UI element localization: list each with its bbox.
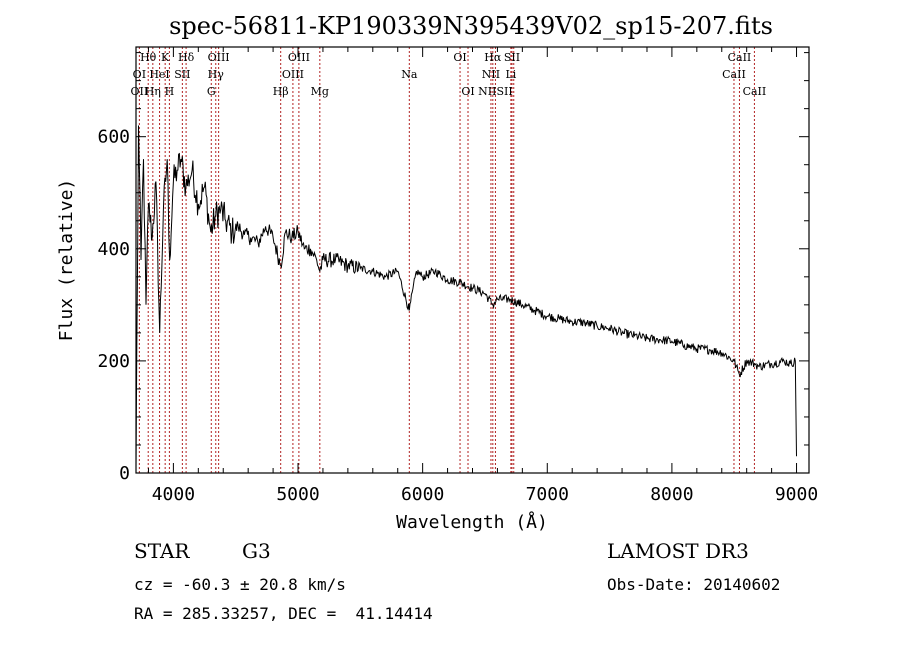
- redshift-info: cz = -60.3 ± 20.8 km/s: [134, 575, 346, 594]
- line-label: OI: [133, 68, 146, 81]
- line-label: Hδ: [178, 51, 195, 64]
- line-label: OIII: [282, 68, 304, 81]
- line-label: K: [161, 51, 170, 64]
- y-tick-label: 400: [97, 239, 130, 260]
- line-label: SII: [174, 68, 190, 81]
- line-label: CaII: [722, 68, 746, 81]
- line-label: OI: [461, 85, 474, 98]
- line-label: Mg: [311, 85, 329, 98]
- line-label: Hα: [484, 51, 502, 64]
- line-label: G: [207, 85, 216, 98]
- x-tick-label: 9000: [775, 484, 818, 505]
- survey-name: LAMOST DR3: [607, 539, 749, 563]
- y-axis-label: Flux (relative): [56, 179, 77, 342]
- line-label: Hη: [145, 85, 161, 98]
- x-tick-label: 6000: [401, 484, 444, 505]
- y-axis-ticks: 0 200 400 600: [97, 52, 809, 484]
- emission-line-markers: [138, 47, 755, 473]
- line-label: NII: [482, 68, 500, 81]
- x-tick-label: 5000: [276, 484, 319, 505]
- line-label: NIISII: [478, 85, 513, 98]
- line-label: H: [165, 85, 175, 98]
- x-axis-ticks: 4000 5000 6000 7000 8000 9000: [147, 47, 818, 505]
- object-class: STAR: [134, 539, 190, 563]
- chart-title: spec-56811-KP190339N395439V02_sp15-207.f…: [169, 12, 773, 40]
- line-label: OI: [453, 51, 466, 64]
- line-label: OII: [131, 85, 149, 98]
- coordinates: RA = 285.33257, DEC = 41.14414: [134, 604, 433, 623]
- line-label: Na: [401, 68, 418, 81]
- x-tick-label: 4000: [152, 484, 195, 505]
- object-subclass: G3: [242, 539, 271, 563]
- x-axis-label: Wavelength (Å): [396, 511, 548, 533]
- line-label: CaII: [743, 85, 767, 98]
- line-label: OIII: [208, 51, 230, 64]
- line-label: OIII: [288, 51, 310, 64]
- line-label: Hβ: [273, 85, 289, 98]
- line-label: Li: [505, 68, 516, 81]
- obs-date: Obs-Date: 20140602: [607, 575, 780, 594]
- line-label: Hγ: [208, 68, 225, 81]
- x-tick-label: 7000: [526, 484, 569, 505]
- x-tick-label: 8000: [650, 484, 693, 505]
- flux-series-line: [135, 125, 797, 468]
- plot-frame: [135, 46, 810, 474]
- y-tick-label: 0: [119, 463, 130, 484]
- y-tick-label: 600: [97, 127, 130, 148]
- line-label: CaII: [728, 51, 752, 64]
- y-tick-label: 200: [97, 351, 130, 372]
- line-label: HeI: [149, 68, 169, 81]
- line-label: SII: [504, 51, 520, 64]
- line-label: Hθ: [140, 51, 157, 64]
